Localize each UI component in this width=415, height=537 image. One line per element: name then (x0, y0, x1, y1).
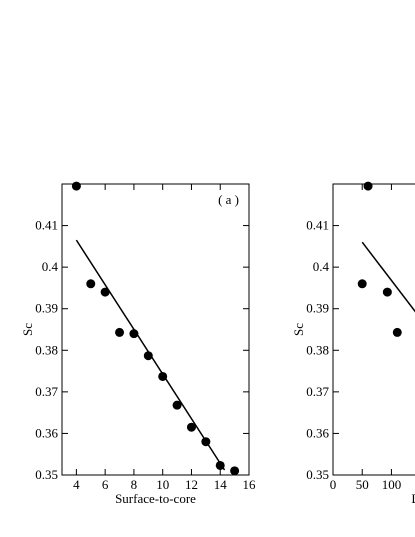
data-point (129, 329, 139, 339)
data-point (363, 181, 373, 191)
plot-frame (61, 183, 250, 476)
y-tick-label: 0.37 (35, 384, 58, 399)
data-point (86, 279, 96, 289)
data-point (143, 351, 153, 361)
x-axis-label: Surface-to-core (115, 491, 196, 506)
x-tick-label: 14 (214, 477, 228, 492)
data-point (115, 327, 125, 337)
x-tick-label: 8 (131, 477, 138, 492)
y-tick-label: 0.39 (35, 301, 58, 316)
y-tick-label: 0.4 (313, 259, 330, 274)
x-tick-label: 100 (382, 477, 402, 492)
data-point (172, 400, 182, 410)
x-tick-label: 0 (330, 477, 337, 492)
data-point (392, 327, 402, 337)
y-tick-label: 0.36 (306, 425, 329, 440)
x-axis-label: Desig (411, 491, 415, 506)
x-tick-label: 50 (356, 477, 369, 492)
x-tick-label: 4 (73, 477, 80, 492)
fit-line (361, 241, 415, 313)
y-tick-label: 0.35 (35, 467, 58, 482)
data-point (186, 422, 196, 432)
panel-label: ( a ) (218, 192, 239, 207)
y-axis-label: Sc (291, 323, 306, 336)
data-point (230, 466, 240, 476)
y-tick-label: 0.41 (35, 218, 58, 233)
y-tick-label: 0.38 (306, 342, 329, 357)
y-axis-label: Sc (20, 323, 35, 336)
y-tick-label: 0.39 (306, 301, 329, 316)
x-tick-label: 10 (156, 477, 169, 492)
y-tick-label: 0.38 (35, 342, 58, 357)
y-tick-label: 0.4 (42, 259, 59, 274)
x-tick-label: 12 (185, 477, 198, 492)
x-tick-label: 6 (102, 477, 109, 492)
data-point (357, 279, 367, 289)
y-tick-label: 0.35 (306, 467, 329, 482)
plot-frame (332, 183, 415, 476)
y-tick-label: 0.36 (35, 425, 58, 440)
x-tick-label: 16 (243, 477, 257, 492)
y-tick-label: 0.37 (306, 384, 329, 399)
fit-line (75, 239, 226, 471)
y-tick-label: 0.41 (306, 218, 329, 233)
data-point (382, 287, 392, 297)
data-point (100, 287, 110, 297)
data-point (71, 181, 81, 191)
